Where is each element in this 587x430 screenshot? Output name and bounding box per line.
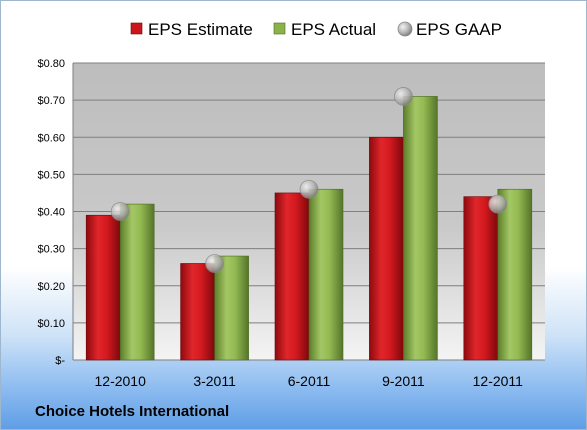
eps-gaap-marker (110, 202, 130, 221)
legend-label: EPS GAAP (416, 20, 502, 39)
y-tick-label: $0.50 (37, 169, 65, 181)
legend: EPS Estimate EPS Actual EPS GAAP (130, 20, 502, 39)
eps-estimate-bar (369, 136, 404, 361)
eps-gaap-marker (299, 179, 319, 199)
eps-estimate-bar (180, 263, 215, 361)
y-tick-label: $0.60 (37, 132, 65, 144)
eps-estimate-bar (463, 196, 499, 361)
eps-estimate-bar (85, 214, 121, 361)
x-tick-labels: 12-2010 3-2011 6-2011 9-2011 12-2011 (95, 373, 524, 389)
legend-swatch (397, 21, 413, 37)
eps-actual-bar (214, 255, 249, 361)
legend-label: EPS Actual (291, 20, 376, 39)
y-tick-label: $0.70 (37, 95, 65, 107)
x-tick-label: 9-2011 (382, 373, 425, 389)
x-tick-label: 6-2011 (288, 373, 331, 389)
legend-label: EPS Estimate (148, 20, 253, 39)
y-tick-label: $- (55, 355, 65, 367)
y-tick-label: $0.40 (37, 207, 65, 219)
x-tick-label: 12-2010 (95, 373, 147, 389)
x-tick-label: 12-2011 (473, 373, 524, 389)
eps-gaap-marker (488, 194, 508, 214)
marker-layer (110, 87, 508, 273)
bar-layer (85, 96, 533, 361)
y-tick-label: $0.10 (37, 318, 65, 330)
eps-actual-bar (403, 96, 438, 361)
eps-actual-bar (497, 188, 533, 361)
eps-actual-bar (119, 203, 155, 361)
y-tick-labels: $- $0.10 $0.20 $0.30 $0.40 $0.50 $0.60 $0.70 $0.… (37, 58, 65, 367)
y-tick-label: $0.30 (37, 244, 65, 256)
legend-swatch (273, 22, 286, 35)
company-name: Choice Hotels International (35, 403, 230, 420)
y-tick-label: $0.20 (37, 281, 65, 293)
eps-actual-bar (308, 188, 344, 361)
legend-swatch (130, 22, 143, 35)
eps-estimate-bar (274, 192, 310, 361)
x-tick-label: 3-2011 (193, 373, 236, 389)
y-tick-label: $0.80 (37, 58, 65, 70)
eps-gaap-marker (393, 87, 413, 106)
eps-gaap-marker (205, 254, 225, 273)
